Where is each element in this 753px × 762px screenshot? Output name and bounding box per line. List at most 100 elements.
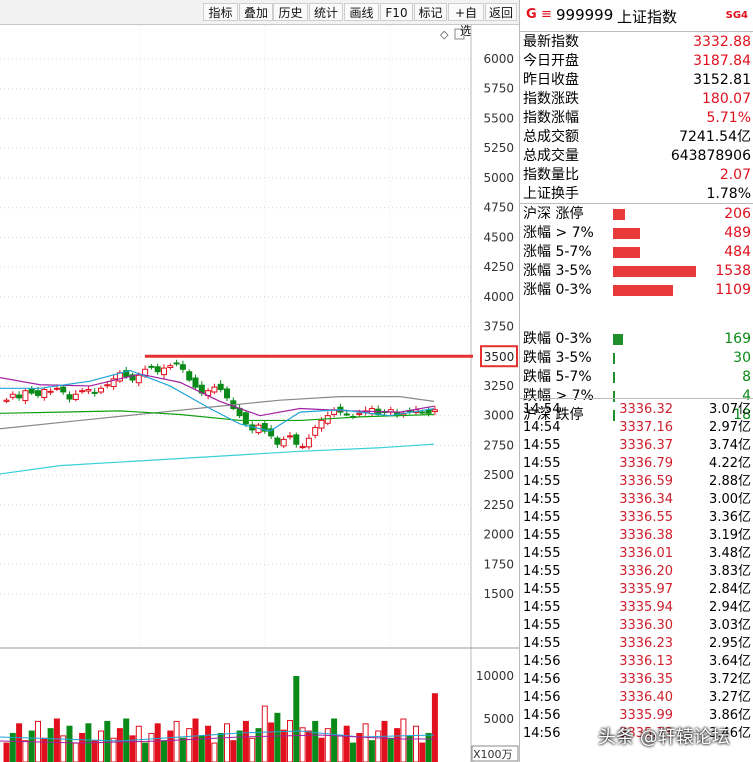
candle bbox=[211, 386, 218, 393]
breadth-bar bbox=[613, 209, 625, 220]
candle bbox=[98, 387, 104, 393]
tick-vol: 2.84亿 bbox=[709, 582, 751, 597]
breadth-value: 18 bbox=[733, 407, 751, 423]
tick-price: 3336.13 bbox=[619, 654, 673, 669]
toolbar-button-4[interactable]: 画线 bbox=[344, 3, 379, 21]
breadth-value: 30 bbox=[733, 350, 751, 366]
candle bbox=[53, 387, 60, 390]
toolbar-button-2[interactable]: 历史 bbox=[273, 3, 308, 21]
stat-label: 最新指数 bbox=[523, 34, 579, 50]
tick-time: 14:55 bbox=[523, 636, 561, 651]
axis-tick-label: 2000 bbox=[483, 528, 514, 542]
toolbar-button-5[interactable]: F10 bbox=[380, 3, 413, 21]
breadth-row: 跌幅 3-5% 30 bbox=[520, 349, 753, 368]
axis-tick-label: 3250 bbox=[483, 379, 514, 393]
axis-tick-label: 5750 bbox=[483, 82, 514, 96]
tick-vol: 3.64亿 bbox=[709, 654, 751, 669]
tick-time: 14:55 bbox=[523, 546, 561, 561]
volume-bar bbox=[343, 725, 350, 762]
tick-row: 14:56 3335.73 3.46亿 bbox=[520, 725, 753, 743]
axis-tick-label: 2750 bbox=[483, 438, 514, 452]
tick-time: 14:55 bbox=[523, 528, 561, 543]
tick-vol: 3.48亿 bbox=[709, 546, 751, 561]
breadth-bar bbox=[613, 372, 615, 383]
tick-time: 14:55 bbox=[523, 564, 561, 579]
tick-row: 14:55 3336.34 3.00亿 bbox=[520, 491, 753, 509]
toolbar-button-3[interactable]: 统计 bbox=[309, 3, 343, 21]
stat-label: 总成交量 bbox=[523, 148, 579, 164]
tick-row: 14:55 3336.01 3.48亿 bbox=[520, 545, 753, 563]
window-icon bbox=[454, 28, 465, 40]
candle bbox=[72, 393, 79, 400]
volume-bar bbox=[318, 737, 325, 762]
volume-bar bbox=[224, 723, 230, 762]
candle bbox=[217, 383, 224, 391]
breadth-value: 206 bbox=[724, 206, 751, 222]
candle bbox=[85, 389, 92, 392]
breadth-label: 沪深 涨停 bbox=[523, 206, 584, 222]
tick-price: 3336.59 bbox=[619, 474, 673, 489]
candle bbox=[274, 437, 281, 445]
tick-row: 14:56 3336.35 3.72亿 bbox=[520, 671, 753, 689]
stat-label: 指数量比 bbox=[523, 167, 579, 183]
tick-time: 14:55 bbox=[523, 456, 561, 471]
stat-value: 3152.81 bbox=[693, 72, 751, 88]
candle bbox=[110, 378, 117, 387]
candle bbox=[104, 384, 111, 387]
diamond-icon: ◇ bbox=[440, 28, 449, 41]
axis-tick-label: 5000 bbox=[483, 171, 514, 185]
axis-tick-label: 4000 bbox=[483, 290, 514, 304]
volume-bar bbox=[287, 720, 293, 762]
menu-icon[interactable]: ≡ bbox=[541, 7, 552, 22]
axis-tick-label: 3000 bbox=[483, 409, 514, 423]
volume-bar bbox=[179, 737, 186, 762]
tick-vol: 2.97亿 bbox=[709, 420, 751, 435]
tick-vol: 3.36亿 bbox=[709, 510, 751, 525]
axis-tick-label: 5500 bbox=[483, 111, 514, 125]
tick-price: 3336.23 bbox=[619, 636, 673, 651]
candle bbox=[135, 374, 142, 384]
stat-row: 上证换手 1.78% bbox=[520, 185, 753, 204]
ma20-line bbox=[0, 396, 435, 430]
volume-bar bbox=[255, 728, 262, 762]
tick-price: 3336.40 bbox=[619, 690, 673, 705]
candle bbox=[268, 428, 275, 437]
volume-bar bbox=[72, 742, 79, 762]
toolbar-button-1[interactable]: 叠加 bbox=[239, 3, 273, 21]
volume-bar bbox=[242, 720, 249, 762]
axis-tick-label: 1750 bbox=[483, 557, 514, 571]
breadth-row: 跌幅 > 7% 4 bbox=[520, 387, 753, 406]
volume-bar bbox=[394, 728, 401, 762]
volume-bar bbox=[356, 732, 363, 762]
candle bbox=[261, 423, 268, 432]
candle bbox=[91, 391, 98, 394]
tick-row: 14:56 3336.13 3.64亿 bbox=[520, 653, 753, 671]
volume-bar bbox=[331, 718, 338, 762]
volume-bar bbox=[419, 742, 426, 762]
breadth-row: 沪深 涨停 206 bbox=[520, 205, 753, 224]
stat-row: 昨日收盘 3152.81 bbox=[520, 71, 753, 90]
axis-tick-label: 3750 bbox=[483, 320, 514, 334]
axis-tick-label: 6000 bbox=[483, 52, 514, 66]
toolbar-button-6[interactable]: 标记 bbox=[414, 3, 447, 21]
tick-price: 3336.55 bbox=[619, 510, 673, 525]
divider bbox=[520, 203, 753, 204]
breadth-value: 8 bbox=[742, 369, 751, 385]
candle bbox=[179, 364, 186, 370]
toolbar-button-8[interactable]: 返回 bbox=[485, 3, 517, 21]
tick-row: 14:55 3335.94 2.94亿 bbox=[520, 599, 753, 617]
volume-bar bbox=[387, 737, 394, 762]
toolbar-button-7[interactable]: +自选 bbox=[448, 3, 484, 38]
stat-value: 180.07 bbox=[702, 91, 751, 107]
tick-time: 14:56 bbox=[523, 672, 561, 687]
index-badge: SG4 bbox=[725, 10, 748, 21]
toolbar-button-0[interactable]: 指标 bbox=[203, 3, 238, 21]
kline-chart: ◇ 6000 5750 5500 5250 5000 4750 4500 4250 4000 375… bbox=[0, 25, 519, 762]
tick-price: 3336.34 bbox=[619, 492, 673, 507]
divider bbox=[520, 31, 753, 32]
breadth-row: 沪深 跌停 18 bbox=[520, 406, 753, 425]
tick-time: 14:55 bbox=[523, 510, 561, 525]
candle bbox=[343, 413, 350, 416]
candle bbox=[47, 390, 54, 393]
volume-bar bbox=[129, 735, 136, 762]
